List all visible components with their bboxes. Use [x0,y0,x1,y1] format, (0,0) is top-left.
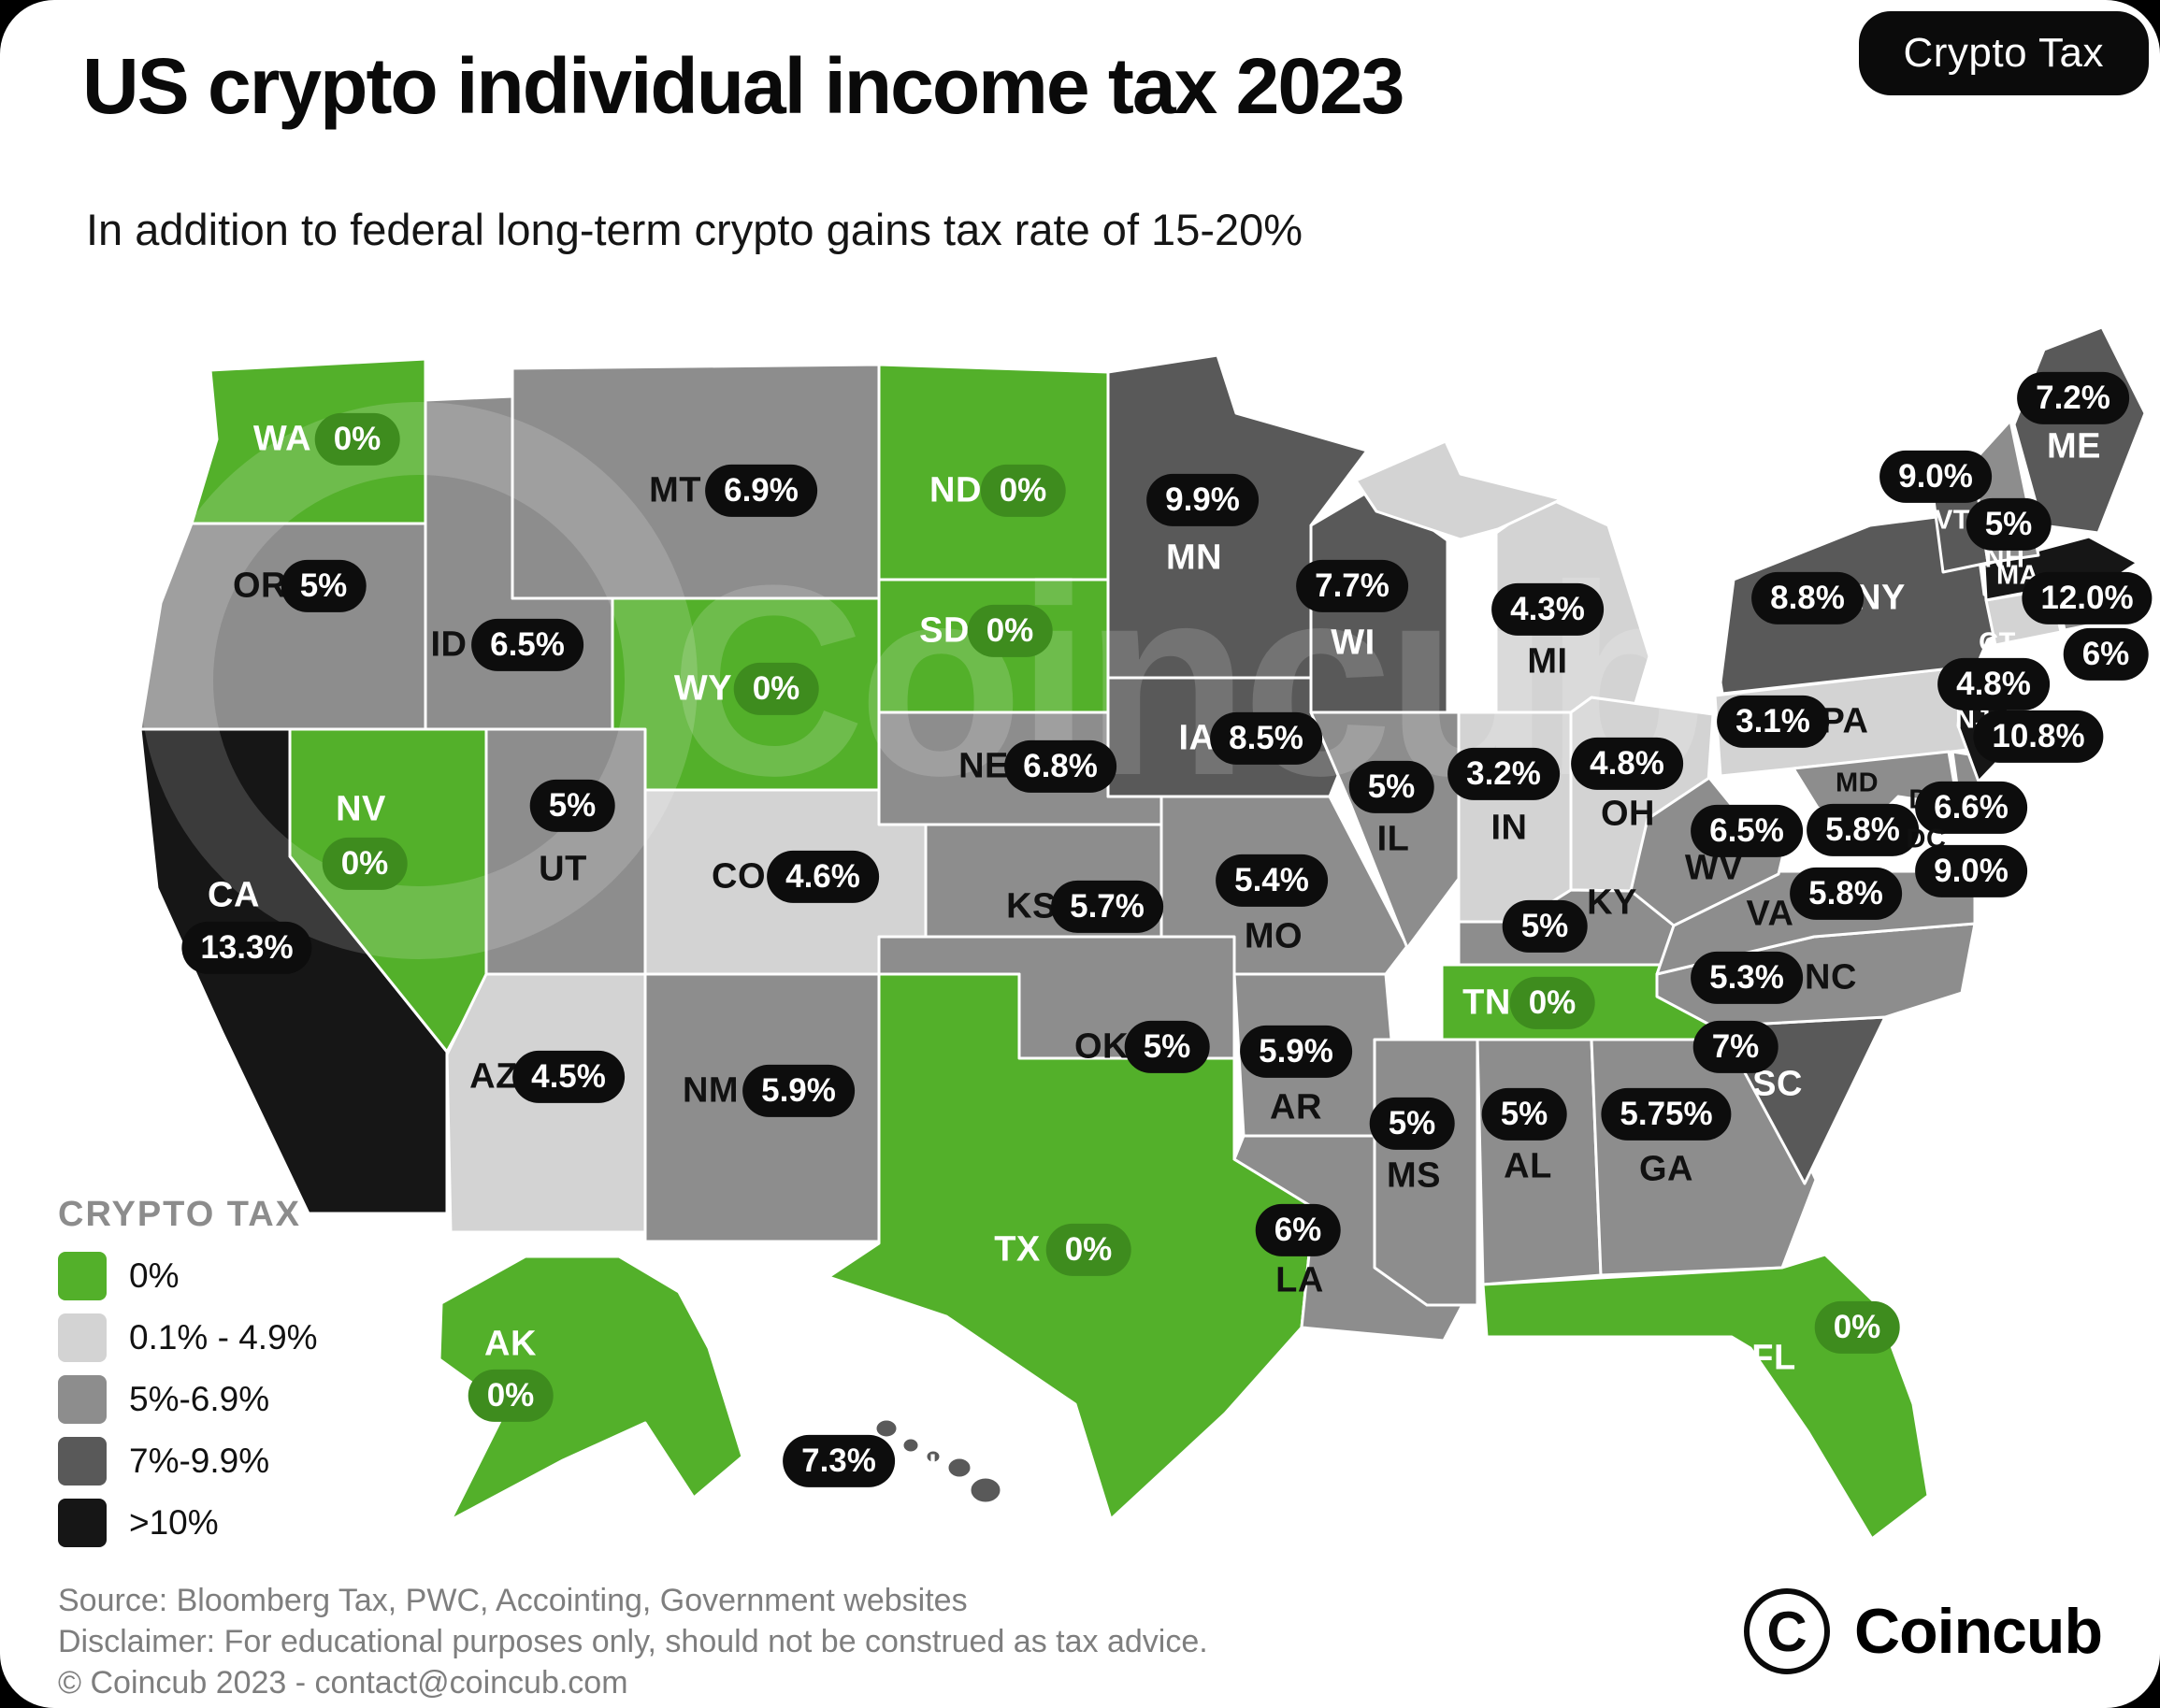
state-shape-WY [611,596,881,792]
state-shape-UT [484,727,647,976]
state-shape-WA [190,357,427,525]
legend: CRYPTO TAX 0% 0.1% - 4.9% 5%-6.9% 7%-9.9% >1… [58,1195,318,1560]
coincub-logo-text: Coincub [1854,1596,2103,1667]
state-shape-AK [438,1255,744,1522]
legend-item-light: 0.1% - 4.9% [58,1313,318,1362]
coincub-logo: C Coincub [1744,1588,2103,1674]
footer: Source: Bloomberg Tax, PWC, Accointing, … [58,1580,1208,1703]
legend-item-zero: 0% [58,1252,318,1300]
state-shape-MT [511,363,881,600]
state-shape-DC [1857,826,1883,851]
state-shape-NM [643,972,881,1243]
footer-source: Source: Bloomberg Tax, PWC, Accointing, … [58,1583,968,1618]
state-shape-OR [138,522,427,731]
legend-swatch-light [58,1313,107,1362]
legend-item-dark: 7%-9.9% [58,1437,318,1486]
state-shape-IN [1457,710,1573,924]
state-shape-MI [1494,495,1651,714]
legend-swatch-zero [58,1252,107,1300]
state-shape-ME [2012,325,2147,535]
state-shape-FL [1481,1253,1930,1541]
state-shape-HI [873,1417,900,1440]
page-title: US crypto individual income tax 2023 [82,42,1404,130]
state-shape-MI [1354,439,1563,541]
state-shape-KS [924,823,1163,939]
state-shape-HI [945,1456,973,1480]
legend-item-black: >10% [58,1499,318,1547]
legend-swatch-dark [58,1437,107,1486]
state-shape-AL [1476,1038,1603,1286]
legend-label-light: 0.1% - 4.9% [129,1318,318,1356]
legend-item-mid: 5%-6.9% [58,1375,318,1424]
legend-swatch-mid [58,1375,107,1424]
crypto-tax-badge: Crypto Tax [1858,11,2149,95]
state-shape-ND [877,363,1110,581]
state-shape-HI [968,1475,1003,1505]
state-shape-MS [1373,1038,1479,1307]
legend-label-mid: 5%-6.9% [129,1380,270,1418]
coincub-logo-icon: C [1744,1588,1831,1674]
legend-swatch-black [58,1499,107,1547]
footer-disclaimer: Disclaimer: For educational purposes onl… [58,1624,1208,1659]
legend-label-black: >10% [129,1503,219,1542]
state-shape-AZ [445,972,647,1234]
legend-label-dark: 7%-9.9% [129,1442,270,1480]
legend-title: CRYPTO TAX [58,1195,301,1234]
legend-items: 0% 0.1% - 4.9% 5%-6.9% 7%-9.9% >10% [58,1252,318,1547]
legend-label-zero: 0% [129,1256,180,1295]
state-shape-HI [900,1436,921,1455]
state-shape-HI [924,1448,943,1465]
page-subtitle: In addition to federal long-term crypto … [86,205,1303,254]
state-shape-SD [877,578,1110,714]
footer-copyright: © Coincub 2023 - contact@coincub.com [58,1665,628,1701]
